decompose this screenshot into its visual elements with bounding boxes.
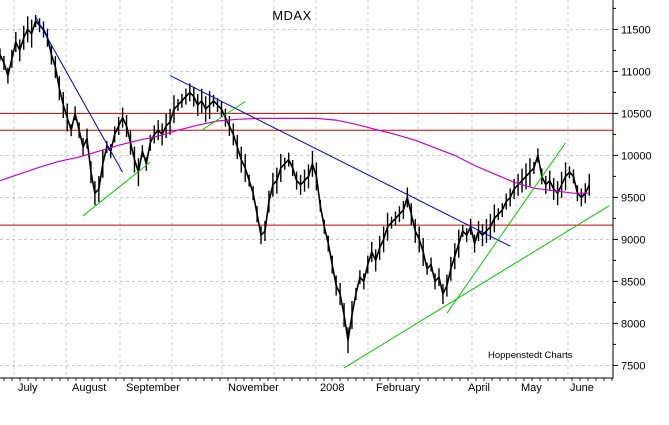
y-axis-ticks: 7500 8000 8500 9000 9500 10000 10500 11000 11500 xyxy=(613,7,652,372)
y-tick-label: 10500 xyxy=(621,108,652,120)
x-tick-label: 2008 xyxy=(320,382,344,394)
series xyxy=(0,15,591,354)
x-tick-label: September xyxy=(126,382,180,394)
y-tick-label: 8000 xyxy=(621,318,645,330)
y-tick-label: 9000 xyxy=(621,234,645,246)
chart-credit: Hoppenstedt Charts xyxy=(488,350,573,361)
chart-title: MDAX xyxy=(272,8,312,23)
x-tick-label: June xyxy=(570,382,594,394)
trend-line xyxy=(201,101,246,131)
trend-line xyxy=(446,142,566,314)
price-series-line xyxy=(0,20,591,341)
moving-average-line xyxy=(0,117,590,194)
horizontal-lines xyxy=(0,112,613,226)
grid xyxy=(0,0,613,378)
trend-line xyxy=(343,205,610,369)
y-tick-label: 11000 xyxy=(621,66,651,78)
y-tick-label: 10000 xyxy=(621,150,652,162)
x-tick-label: July xyxy=(18,382,38,394)
x-tick-label: February xyxy=(376,382,421,394)
trend-line xyxy=(169,75,511,247)
y-tick-label: 7500 xyxy=(621,360,645,372)
trend-line xyxy=(35,16,124,173)
x-axis-labels: July August September November 2008 February A… xyxy=(3,378,613,394)
x-tick-label: August xyxy=(72,382,106,394)
x-tick-label: May xyxy=(521,382,542,394)
x-tick-label: April xyxy=(468,382,490,394)
y-tick-label: 9500 xyxy=(621,192,645,204)
x-tick-label: November xyxy=(228,382,279,394)
y-tick-label: 11500 xyxy=(621,24,651,36)
trend-line xyxy=(82,161,151,217)
trend-lines xyxy=(35,16,610,369)
y-tick-label: 8500 xyxy=(621,276,645,288)
